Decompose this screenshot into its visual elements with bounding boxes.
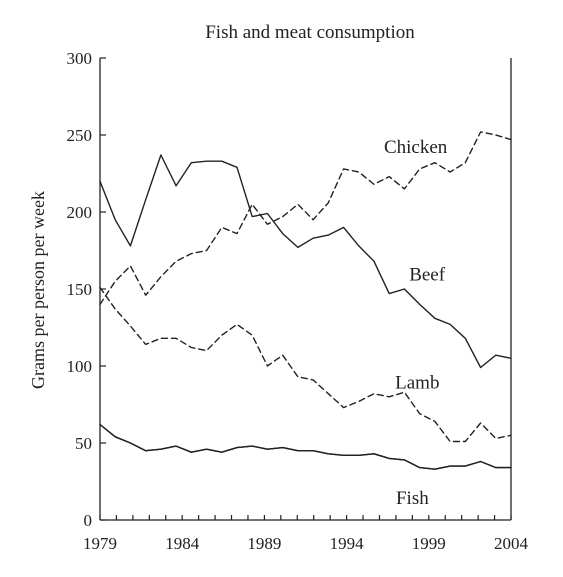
x-tick-label: 1984 xyxy=(165,534,200,553)
series-label-beef: Beef xyxy=(409,265,446,286)
y-axis-title: Grams per person per week xyxy=(28,191,48,389)
y-ticks: 0 50 100 150 200 250 300 xyxy=(67,49,106,530)
y-tick-label: 200 xyxy=(67,203,93,222)
x-tick-label: 1999 xyxy=(412,534,446,553)
series-label-chicken: Chicken xyxy=(384,137,448,158)
x-tick-label: 1979 xyxy=(83,534,117,553)
x-tick-label: 1994 xyxy=(330,534,365,553)
y-tick-label: 100 xyxy=(67,357,93,376)
series-label-fish: Fish xyxy=(396,488,429,509)
series-line-fish-inner xyxy=(99,423,512,470)
series-line-fish xyxy=(99,423,512,470)
chart-title: Fish and meat consumption xyxy=(205,22,415,43)
series-label-lamb: Lamb xyxy=(395,372,439,393)
x-ticks: 1979 1984 1989 1994 1999 2004 xyxy=(83,515,529,553)
plot-area: 0 50 100 150 200 250 300 1979 1984 1989 1994 1999 2… xyxy=(67,49,529,553)
series-lines xyxy=(99,131,512,470)
x-tick-label: 1989 xyxy=(247,534,281,553)
series-line-lamb xyxy=(99,286,512,443)
series-line-beef xyxy=(99,154,512,369)
y-tick-label: 0 xyxy=(84,511,93,530)
y-tick-label: 250 xyxy=(67,126,93,145)
y-tick-label: 50 xyxy=(75,434,92,453)
y-tick-label: 300 xyxy=(67,49,93,68)
y-tick-label: 150 xyxy=(67,280,93,299)
series-line-chicken xyxy=(99,131,512,306)
x-tick-label: 2004 xyxy=(494,534,529,553)
series-labels: Chicken Beef Lamb Fish xyxy=(384,137,448,509)
